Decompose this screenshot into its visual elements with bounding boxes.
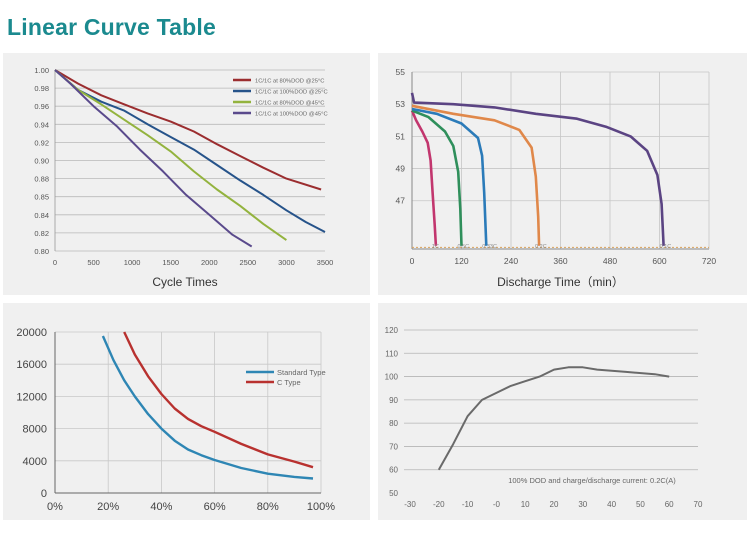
series-end-label-0: 1C xyxy=(432,244,439,250)
series-end-label-2: 0.33C xyxy=(482,244,497,250)
x-tick-label: 120 xyxy=(454,256,468,266)
x-tick-label: 1000 xyxy=(124,258,141,267)
discharge-curve-chart: 0 120 240 360 480 600 720 47 49 51 53 55 1C 0.5C 0.33C… xyxy=(396,67,717,289)
y-tick-label: 47 xyxy=(396,196,406,206)
discharge-chart-panel: 0 120 240 360 480 600 720 47 49 51 53 55 1C 0.5C 0.33C… xyxy=(378,53,747,295)
x-tick-label: -0 xyxy=(493,500,501,509)
x-tick-label: 2000 xyxy=(201,258,218,267)
temperature-capacity-chart: 50 60 70 80 90 100 110 120 -30 -20 -10 -0 10 20 30 40 50… xyxy=(385,326,703,509)
y-tick-label: 0.90 xyxy=(34,157,49,166)
x-tick-label: 0 xyxy=(410,256,415,266)
x-tick-label: 10 xyxy=(521,500,530,509)
y-tick-label: 0.96 xyxy=(34,102,49,111)
y-tick-label: 53 xyxy=(396,99,406,109)
x-axis-label: Cycle Times xyxy=(152,275,217,289)
series-line-0 xyxy=(410,110,438,246)
temperature-chart-panel: 50 60 70 80 90 100 110 120 -30 -20 -10 -0 10 20 30 40 50… xyxy=(378,303,747,520)
y-tick-label: 0.94 xyxy=(34,120,49,129)
y-tick-label: 60 xyxy=(389,466,398,475)
y-tick-label: 80 xyxy=(389,419,398,428)
series-line-3 xyxy=(54,69,253,248)
series-line-0 xyxy=(437,366,670,471)
x-tick-label: 40% xyxy=(150,501,172,513)
page-title: Linear Curve Table xyxy=(7,14,216,40)
y-tick-label: 100 xyxy=(385,373,399,382)
x-tick-label: 0% xyxy=(47,501,63,513)
series-line-0 xyxy=(54,69,322,191)
x-tick-label: 2500 xyxy=(240,258,257,267)
series-line-1 xyxy=(411,109,463,246)
x-tick-label: 70 xyxy=(694,500,703,509)
x-tick-label: 3000 xyxy=(278,258,295,267)
x-tick-label: 1500 xyxy=(162,258,179,267)
y-tick-label: 0.92 xyxy=(34,138,49,147)
series-line-4 xyxy=(410,92,665,246)
y-tick-label: 49 xyxy=(396,164,406,174)
y-tick-label: 110 xyxy=(385,349,398,358)
x-tick-label: -10 xyxy=(462,500,474,509)
y-tick-label: 120 xyxy=(385,326,399,335)
x-tick-label: 30 xyxy=(578,500,587,509)
y-tick-label: 8000 xyxy=(23,424,47,436)
y-tick-label: 0.88 xyxy=(34,175,49,184)
y-tick-label: 16000 xyxy=(16,359,47,371)
y-tick-label: 0.82 xyxy=(34,229,49,238)
y-tick-label: 0.85 xyxy=(34,193,49,202)
x-tick-label: 100% xyxy=(307,501,335,513)
legend-label-0: Standard Type xyxy=(277,368,326,377)
series-line-2 xyxy=(54,69,287,241)
x-tick-label: 600 xyxy=(652,256,666,266)
y-tick-label: 0.98 xyxy=(34,84,49,93)
y-tick-label: 0 xyxy=(41,488,47,500)
x-tick-label: 60 xyxy=(665,500,674,509)
series-line-1 xyxy=(123,331,314,469)
cycle-life-chart: 1.00 0.98 0.96 0.94 0.92 0.90 0.88 0.85 0.84 0.82… xyxy=(34,66,334,289)
x-tick-label: 60% xyxy=(204,501,226,513)
y-tick-label: 4000 xyxy=(23,456,47,468)
x-tick-label: 80% xyxy=(257,501,279,513)
y-tick-label: 0.80 xyxy=(34,247,49,256)
x-tick-label: 20 xyxy=(550,500,559,509)
x-tick-label: -30 xyxy=(404,500,416,509)
y-tick-label: 70 xyxy=(389,442,398,451)
x-tick-label: -20 xyxy=(433,500,445,509)
legend-label-3: 1C/1C at 100%DOD @45°C xyxy=(255,112,328,118)
legend-label-1: 1C/1C at 100%DOD @25°C xyxy=(255,90,328,96)
y-tick-label: 90 xyxy=(389,396,398,405)
y-tick-label: 50 xyxy=(389,489,398,498)
life-dod-chart-panel: 0 4000 8000 12000 16000 20000 0% 20% 40% 60% 80% 10… xyxy=(3,303,370,520)
x-tick-label: 720 xyxy=(702,256,716,266)
y-tick-label: 55 xyxy=(396,67,406,77)
series-end-label-3: 0.2C xyxy=(535,244,547,250)
legend-label-0: 1C/1C at 80%DOD @25°C xyxy=(255,79,324,85)
y-tick-label: 51 xyxy=(396,131,406,141)
series-line-3 xyxy=(411,104,541,246)
series-line-1 xyxy=(54,69,326,233)
x-tick-label: 0 xyxy=(53,258,57,267)
x-tick-label: 240 xyxy=(504,256,518,266)
series-line-2 xyxy=(411,107,488,246)
x-tick-label: 360 xyxy=(553,256,567,266)
series-end-label-4: 0.1C xyxy=(660,244,672,250)
x-tick-label: 40 xyxy=(607,500,616,509)
legend-label-2: 1C/1C at 80%DOD @45°C xyxy=(255,101,324,107)
series-line-0 xyxy=(101,335,314,480)
series-end-label-1: 0.5C xyxy=(458,244,470,250)
x-tick-label: 50 xyxy=(636,500,645,509)
legend-label-1: C Type xyxy=(277,378,301,387)
x-axis-label: Discharge Time（min） xyxy=(497,275,624,289)
x-tick-label: 3500 xyxy=(317,258,334,267)
x-tick-label: 500 xyxy=(87,258,100,267)
y-tick-label: 12000 xyxy=(16,391,47,403)
life-vs-dod-chart: 0 4000 8000 12000 16000 20000 0% 20% 40% 60% 80% 10… xyxy=(16,327,335,513)
chart-annotation: 100% DOD and charge/discharge current: 0… xyxy=(508,476,676,485)
x-tick-label: 480 xyxy=(603,256,617,266)
y-tick-label: 0.84 xyxy=(34,211,49,220)
cycle-life-chart-panel: 1.00 0.98 0.96 0.94 0.92 0.90 0.88 0.85 0.84 0.82… xyxy=(3,53,370,295)
y-tick-label: 20000 xyxy=(16,327,47,339)
y-tick-label: 1.00 xyxy=(34,66,49,75)
x-tick-label: 20% xyxy=(97,501,119,513)
